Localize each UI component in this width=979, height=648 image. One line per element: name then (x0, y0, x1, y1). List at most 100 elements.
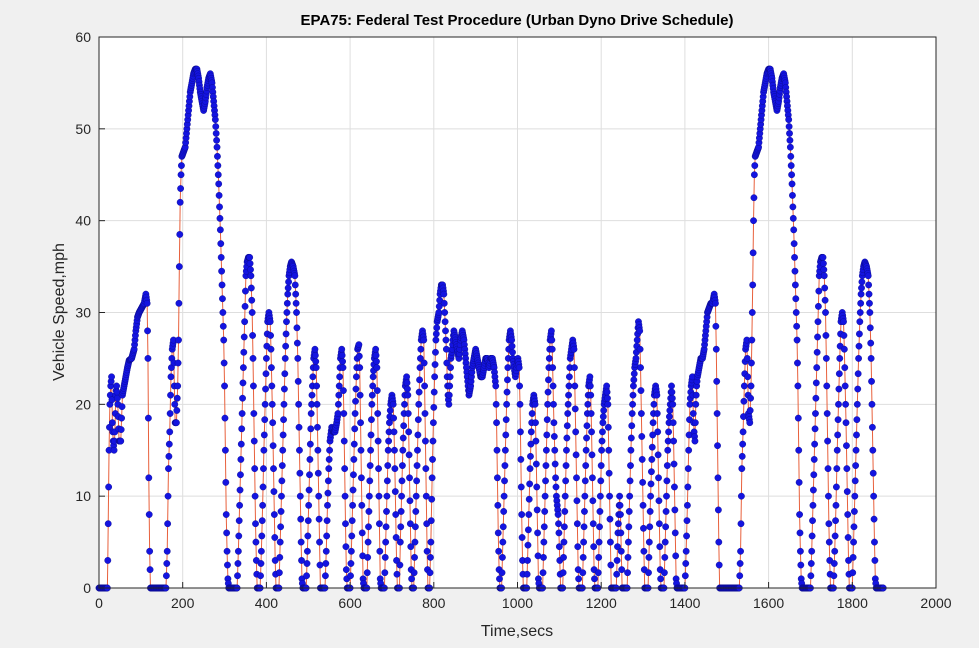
data-point (105, 483, 113, 491)
data-point (820, 266, 828, 274)
data-point (309, 373, 317, 381)
data-point (867, 339, 875, 347)
data-point (665, 428, 672, 436)
data-point (219, 322, 227, 330)
data-point (794, 382, 802, 390)
data-point (347, 547, 355, 555)
data-point (580, 523, 588, 531)
data-point (295, 400, 303, 408)
data-point (291, 281, 299, 289)
data-point (399, 462, 406, 469)
data-point (790, 240, 798, 248)
data-point (292, 290, 300, 298)
data-point (406, 520, 414, 528)
data-point (504, 376, 511, 384)
data-point (564, 410, 572, 417)
x-tick-label: 1600 (753, 595, 784, 611)
data-point (791, 253, 798, 261)
data-point (381, 553, 389, 561)
data-point (173, 419, 180, 427)
data-point (590, 543, 598, 551)
data-point (335, 391, 343, 399)
data-point (571, 382, 579, 390)
data-point (645, 538, 653, 546)
data-point (796, 511, 803, 518)
data-point (352, 397, 359, 405)
data-point (740, 397, 748, 405)
data-point (296, 492, 304, 500)
data-point (277, 508, 285, 515)
data-point (214, 162, 222, 169)
data-point (223, 547, 231, 555)
data-point (614, 520, 622, 528)
data-point (870, 492, 878, 500)
y-tick-label: 10 (75, 488, 91, 504)
data-point (809, 517, 816, 525)
data-point (856, 330, 863, 338)
data-point (809, 501, 817, 509)
data-point (429, 437, 437, 445)
data-point (789, 214, 797, 222)
data-point (278, 477, 286, 485)
y-tick-label: 30 (75, 305, 91, 321)
data-point (550, 419, 558, 427)
data-point (262, 355, 270, 362)
data-point (868, 377, 875, 385)
data-point (372, 351, 380, 359)
data-point (633, 336, 641, 344)
data-point (368, 416, 375, 424)
data-point (281, 355, 289, 362)
data-point (582, 446, 590, 454)
data-point (840, 318, 847, 326)
data-point (786, 130, 793, 137)
data-point (239, 379, 247, 387)
data-point (266, 318, 274, 326)
data-point (540, 538, 548, 546)
data-point (217, 240, 225, 248)
data-point (270, 488, 278, 495)
data-point (833, 483, 840, 491)
data-point (865, 290, 873, 298)
data-point (351, 410, 359, 417)
data-point (629, 400, 636, 408)
data-point (598, 446, 606, 454)
data-point (313, 400, 321, 408)
y-ticks: 0 10 20 30 40 50 60 (75, 29, 105, 596)
data-point (428, 474, 436, 482)
data-point (240, 333, 248, 341)
data-point (682, 547, 690, 555)
data-point (630, 370, 638, 378)
data-point (596, 508, 604, 515)
data-point (369, 382, 377, 390)
data-point (668, 394, 676, 402)
data-point (550, 433, 558, 440)
data-point (604, 423, 612, 431)
data-point (813, 364, 821, 371)
data-point (810, 471, 818, 479)
data-point (582, 462, 590, 469)
data-point (260, 465, 267, 473)
data-point (668, 382, 675, 390)
data-point (339, 387, 347, 394)
data-point (842, 419, 850, 427)
data-point (588, 428, 595, 436)
data-point (856, 318, 864, 326)
data-point (542, 446, 550, 454)
data-point (589, 474, 596, 482)
data-point (575, 575, 582, 583)
data-point (850, 538, 857, 546)
data-point (607, 538, 614, 546)
data-point (146, 547, 154, 555)
data-point (599, 419, 607, 427)
data-point (692, 391, 700, 399)
data-point (165, 452, 173, 460)
data-point (386, 407, 394, 414)
data-point (246, 260, 254, 267)
data-point (501, 477, 508, 485)
data-point (586, 373, 594, 381)
data-point (527, 428, 535, 436)
data-point (280, 385, 288, 393)
data-point (365, 492, 373, 500)
data-point (501, 462, 509, 469)
